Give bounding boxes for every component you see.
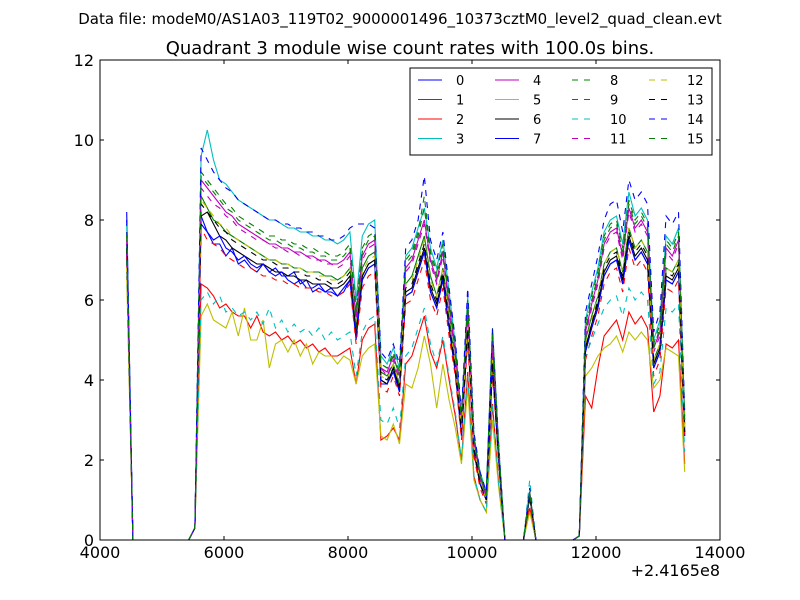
legend-label-0: 0 [456,74,464,89]
y-tick-label: 12 [74,51,94,70]
legend-label-10: 10 [610,113,627,128]
series-line-5 [126,275,686,540]
x-tick-label: 8000 [328,543,369,562]
legend-label-8: 8 [610,74,618,89]
legend-label-4: 4 [533,74,541,89]
series-line-2 [126,259,686,540]
y-tick-label: 10 [74,131,94,150]
legend-label-9: 9 [610,94,618,109]
legend-label-3: 3 [456,133,464,148]
x-tick-label: 14000 [695,543,746,562]
x-tick-label: 6000 [204,543,245,562]
legend-label-1: 1 [456,94,464,109]
y-tick-label: 2 [84,451,94,470]
series-line-7 [126,222,686,540]
chart-title: Quadrant 3 module wise count rates with … [166,38,655,59]
series-line-13 [126,202,686,540]
legend-label-7: 7 [533,133,541,148]
series-line-9 [126,227,686,540]
figure-supertitle: Data file: modeM0/AS1A03_119T02_90000014… [78,10,722,29]
y-tick-label: 6 [84,291,94,310]
legend-label-14: 14 [687,113,704,128]
y-tick-label: 4 [84,371,94,390]
legend-label-12: 12 [687,74,704,89]
legend-label-5: 5 [533,94,541,109]
series-layer [126,129,686,540]
series-line-11 [126,186,686,540]
x-tick-label: 10000 [447,543,498,562]
series-line-14 [126,147,686,540]
legend-label-15: 15 [687,133,704,148]
legend-label-2: 2 [456,113,464,128]
legend-label-11: 11 [610,133,627,148]
legend-box [409,67,713,156]
y-tick-label: 0 [84,531,94,550]
x-offset-label: +2.4165e8 [631,561,720,580]
series-line-10 [126,259,686,540]
series-line-15 [126,174,686,540]
series-line-12 [126,198,686,540]
legend-label-13: 13 [687,94,704,109]
series-line-8 [126,170,686,540]
x-tick-label: 4000 [80,543,121,562]
x-tick-label: 12000 [571,543,622,562]
y-tick-label: 8 [84,211,94,230]
legend-label-6: 6 [533,113,541,128]
